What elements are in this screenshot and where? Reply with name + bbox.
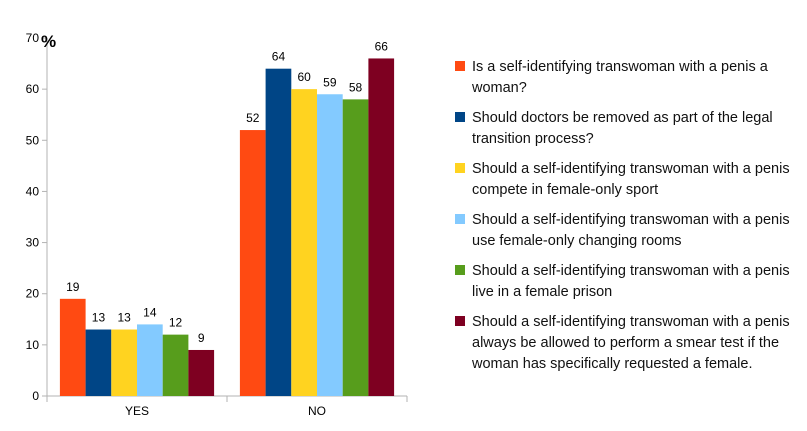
bar (137, 324, 163, 396)
y-tick-label: 10 (26, 338, 40, 352)
legend-swatch (455, 316, 465, 326)
bar (239, 130, 266, 397)
y-tick-label: 50 (26, 133, 40, 147)
y-tick-label: 30 (26, 236, 40, 250)
bar-value-label: 13 (117, 311, 131, 325)
bar (265, 68, 292, 396)
x-tick-label: NO (308, 404, 326, 418)
x-tick-label: YES (125, 404, 149, 418)
bar (188, 349, 215, 396)
bar-value-label: 9 (198, 331, 205, 345)
y-tick-label: 70 (26, 31, 40, 45)
legend-label: Should a self-identifying transwoman wit… (472, 161, 790, 198)
legend-label: Is a self-identifying transwoman with a … (472, 59, 768, 96)
legend-item: Should a self-identifying transwoman wit… (455, 261, 800, 303)
bar-value-label: 12 (169, 316, 183, 330)
legend-swatch (455, 61, 465, 71)
chart-legend: Is a self-identifying transwoman with a … (455, 57, 800, 384)
legend-label: Should a self-identifying transwoman wit… (472, 314, 790, 372)
bar (368, 58, 395, 396)
bar (342, 99, 369, 396)
y-axis-label: % (41, 32, 56, 51)
chart-labels: YES NO 19 13 13 14 12 9 52 64 60 59 58 66 (66, 39, 388, 418)
legend-label: Should doctors be removed as part of the… (472, 110, 773, 147)
bar-value-label: 64 (272, 50, 286, 64)
y-tick-label: 40 (26, 184, 40, 198)
bar (111, 329, 137, 396)
bar-value-label: 66 (375, 39, 389, 53)
legend-swatch (455, 214, 465, 224)
chart-bars (59, 58, 395, 397)
y-tick-label: 60 (26, 82, 40, 96)
bar-value-label: 52 (246, 111, 260, 125)
legend-swatch (455, 265, 465, 275)
legend-item: Should doctors be removed as part of the… (455, 108, 800, 150)
legend-label: Should a self-identifying transwoman wit… (472, 212, 790, 249)
y-tick-label: 20 (26, 287, 40, 301)
bar-chart: 0 10 20 30 40 50 60 70 YES NO 19 13 13 14 12 9 52 64 60 59… (26, 31, 408, 418)
legend-item: Should a self-identifying transwoman wit… (455, 210, 800, 252)
bar (291, 89, 317, 397)
bar (162, 334, 189, 396)
bar-value-label: 58 (349, 80, 363, 94)
bar-value-label: 60 (297, 70, 311, 84)
bar-value-label: 14 (143, 305, 157, 319)
legend-item: Should a self-identifying transwoman wit… (455, 312, 800, 375)
legend-swatch (455, 163, 465, 173)
bar (85, 329, 112, 396)
bar (317, 94, 343, 396)
legend-item: Is a self-identifying transwoman with a … (455, 57, 800, 99)
bar-value-label: 19 (66, 280, 80, 294)
legend-label: Should a self-identifying transwoman wit… (472, 263, 790, 300)
bar (59, 298, 86, 396)
legend-swatch (455, 112, 465, 122)
y-tick-label: 0 (32, 389, 39, 403)
bar-value-label: 59 (323, 75, 337, 89)
legend-item: Should a self-identifying transwoman wit… (455, 159, 800, 201)
bar-value-label: 13 (92, 311, 106, 325)
